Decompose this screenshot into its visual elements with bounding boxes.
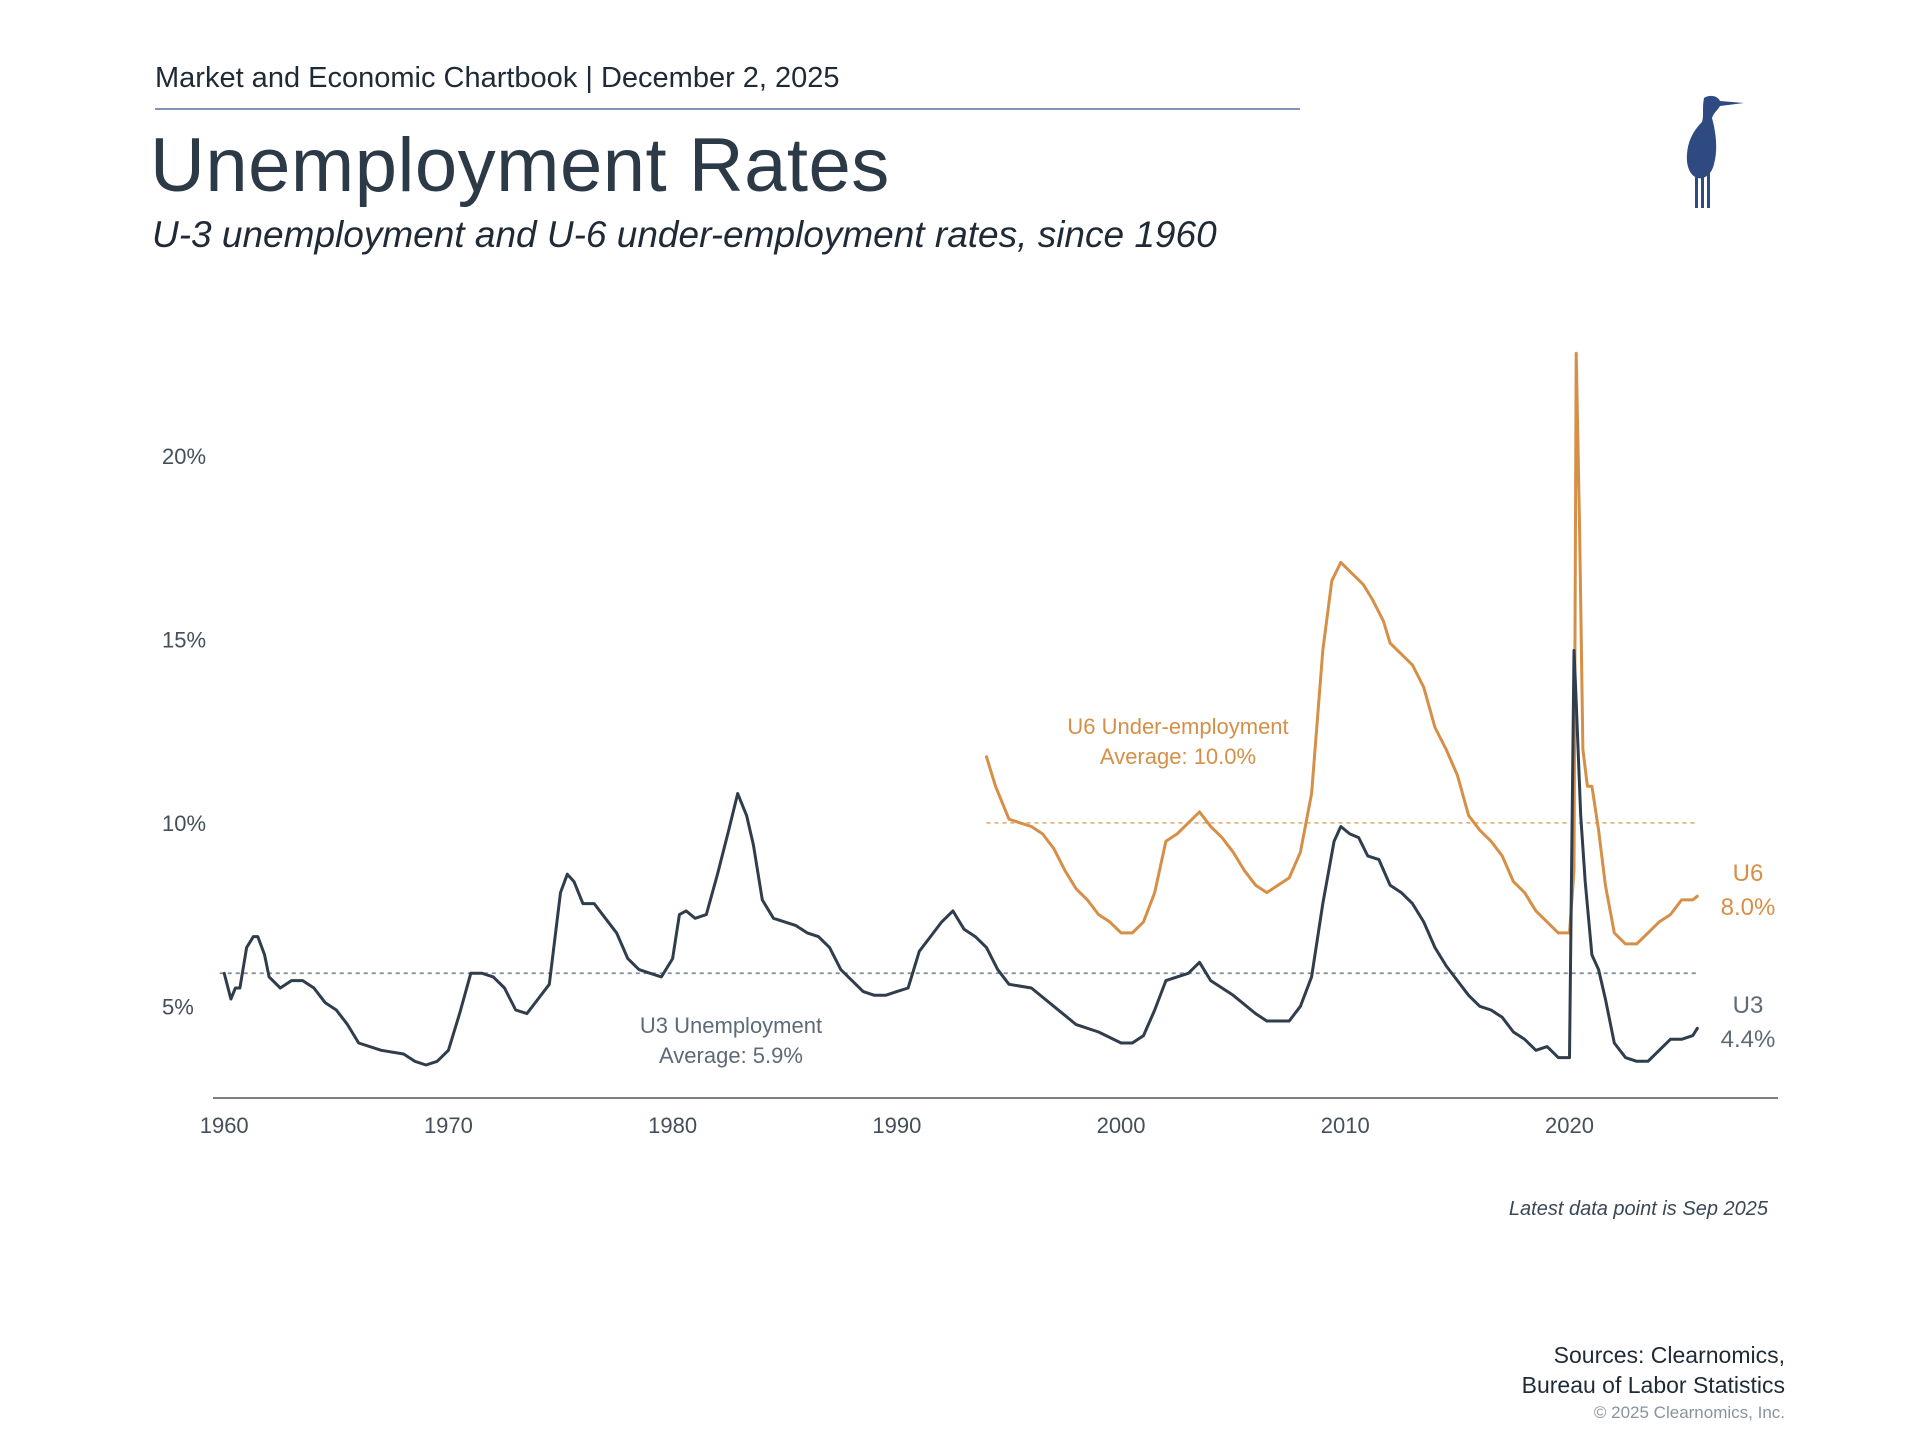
sources-line-1: Sources: Clearnomics, bbox=[1553, 1342, 1785, 1368]
u3-end-value: 4.4% bbox=[1721, 1026, 1776, 1053]
x-tick-label: 1990 bbox=[872, 1113, 921, 1138]
u6-series-line bbox=[985, 351, 1699, 946]
chartbook-header: Market and Economic Chartbook | December… bbox=[155, 62, 840, 94]
y-tick-label: 15% bbox=[162, 627, 206, 652]
heron-logo-icon bbox=[1686, 95, 1744, 208]
u6-end-label: U6 bbox=[1733, 860, 1764, 887]
page-subtitle: U-3 unemployment and U-6 under-employmen… bbox=[152, 214, 1217, 255]
x-tick-label: 2010 bbox=[1321, 1113, 1370, 1138]
y-tick-label: 5% bbox=[162, 994, 194, 1019]
page-title: Unemployment Rates bbox=[150, 123, 890, 208]
latest-data-note: Latest data point is Sep 2025 bbox=[1508, 1198, 1768, 1220]
y-tick-label: 10% bbox=[162, 811, 206, 836]
u3-annotation-title: U3 Unemployment bbox=[640, 1013, 822, 1038]
header-divider bbox=[155, 108, 1300, 110]
copyright-text: © 2025 Clearnomics, Inc. bbox=[1593, 1403, 1785, 1422]
sources-text: Sources: Clearnomics, Bureau of Labor St… bbox=[1522, 1340, 1785, 1400]
x-tick-label: 1970 bbox=[424, 1113, 473, 1138]
u3-end-label: U3 bbox=[1733, 992, 1764, 1019]
y-tick-label: 20% bbox=[162, 444, 206, 469]
x-tick-label: 2020 bbox=[1545, 1113, 1594, 1138]
x-tick-label: 1980 bbox=[648, 1113, 697, 1138]
x-tick-label: 2000 bbox=[1097, 1113, 1146, 1138]
u6-annotation-title: U6 Under-employment bbox=[1067, 714, 1288, 739]
u6-end-value: 8.0% bbox=[1721, 894, 1776, 921]
u3-series-line bbox=[222, 649, 1699, 1067]
sources-line-2: Bureau of Labor Statistics bbox=[1521, 1372, 1785, 1398]
u6-annotation-average: Average: 10.0% bbox=[1100, 744, 1256, 769]
u3-annotation-average: Average: 5.9% bbox=[659, 1043, 803, 1068]
x-tick-label: 1960 bbox=[200, 1113, 249, 1138]
